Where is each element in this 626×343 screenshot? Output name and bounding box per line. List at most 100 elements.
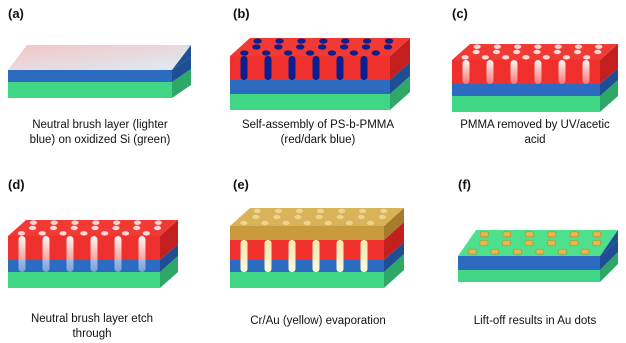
au-dot — [547, 231, 557, 238]
gold-dot — [357, 214, 365, 220]
pmma-cylinder-top — [252, 44, 261, 50]
pore-opening — [71, 220, 79, 225]
pmma-cylinders-front — [240, 56, 368, 80]
panel-label-f: (f) — [458, 177, 471, 192]
gold-pillar — [288, 240, 296, 272]
stack-c — [452, 44, 618, 112]
pore-opening — [473, 44, 481, 49]
au-dot — [467, 248, 477, 255]
pore-opening — [502, 55, 510, 60]
au-dot — [525, 231, 534, 238]
gold-dot — [261, 220, 269, 226]
caption-a-line-2: blue) on oxidized Si (green) — [30, 134, 171, 146]
gold-pillars-front — [240, 240, 368, 272]
pore — [462, 60, 470, 84]
caption-e-line-1: Cr/Au (yellow) evaporation — [250, 315, 386, 327]
panel-d: (d) Neutral brush layer etch through — [8, 177, 178, 340]
etched-pore — [18, 236, 26, 272]
pore-opening — [533, 49, 541, 55]
caption-d-line-1: Neutral brush layer etch — [31, 313, 153, 325]
pmma-cylinder-top — [262, 50, 271, 56]
pore-opening — [583, 55, 591, 60]
gold-dot — [282, 220, 290, 226]
au-dot — [558, 248, 567, 255]
pmma-cylinder-top — [327, 50, 337, 56]
pore-opening — [461, 55, 469, 60]
pore-opening — [574, 44, 583, 49]
pore-openings — [461, 44, 603, 60]
au-dot — [524, 240, 534, 246]
etched-pores-front — [18, 236, 146, 272]
pore-opening — [38, 231, 46, 236]
pmma-cylinder-top — [296, 44, 305, 50]
pmma-cylinder-top — [274, 44, 283, 50]
caption-d-line-2: through — [72, 328, 111, 340]
gold-dot — [295, 208, 304, 214]
pmma-cylinder-top — [283, 50, 293, 56]
gold-dots-top — [240, 208, 388, 226]
pmma-cylinder-top — [275, 38, 284, 44]
pore-opening — [573, 49, 582, 55]
pore-opening — [542, 55, 550, 60]
pore-opening — [91, 225, 99, 231]
pore-opening — [92, 220, 100, 225]
stack-a — [8, 45, 191, 98]
gold-pillar — [312, 240, 320, 272]
gold-dot — [315, 214, 323, 220]
pore-opening — [493, 44, 502, 49]
gold-dot — [378, 214, 386, 220]
pore-opening — [101, 231, 109, 236]
gold-dot — [240, 220, 248, 226]
pmma-cylinder — [240, 56, 248, 80]
pore — [486, 60, 494, 84]
panel-a: (a) Neutral brush layer (lighter blue) o… — [8, 6, 191, 146]
pore-opening — [133, 225, 141, 231]
gold-pillar — [240, 240, 248, 272]
panel-label-c: (c) — [452, 6, 468, 21]
au-dot — [513, 248, 522, 255]
pore-opening — [50, 220, 58, 225]
pore-opening — [154, 220, 162, 225]
pore-opening — [49, 225, 58, 231]
pmma-cylinder-top — [363, 38, 372, 44]
gold-dot — [337, 208, 346, 214]
pore — [558, 60, 566, 84]
au-dot — [592, 240, 601, 246]
pore — [534, 60, 542, 84]
gold-dot — [345, 220, 353, 226]
gold-dot — [366, 220, 375, 226]
gold-dot — [380, 208, 388, 214]
pore-opening — [562, 55, 571, 60]
pmma-cylinder-top — [317, 44, 327, 50]
gold-dot — [303, 220, 311, 226]
au-dots — [467, 231, 602, 255]
etched-pore — [114, 236, 122, 272]
gold-dot — [294, 214, 302, 220]
au-dot — [490, 248, 500, 255]
caption-b-line-1: Self-assembly of PS-b-PMMA — [242, 119, 394, 131]
caption-a-line-1: Neutral brush layer (lighter — [32, 119, 168, 131]
pore-opening — [112, 225, 120, 231]
pore-opening — [472, 49, 480, 55]
panel-b: (b) Self-assembly of PS-b-PMMA (red/dark… — [230, 6, 410, 146]
au-dot — [535, 248, 545, 255]
gold-dot — [336, 214, 344, 220]
pore-opening — [534, 44, 542, 49]
au-dot — [592, 231, 602, 238]
gold-pillar — [360, 240, 368, 272]
etched-pore — [42, 236, 50, 272]
pmma-cylinder-top — [349, 50, 359, 56]
pore-opening — [17, 231, 26, 236]
stack-f — [458, 230, 618, 282]
gold-dot — [253, 208, 261, 214]
pore-opening — [133, 220, 142, 225]
etched-pore — [66, 236, 74, 272]
pore-opening — [595, 44, 603, 49]
panel-f: (f) Lift-off results in Au dots — [458, 177, 618, 327]
pore-opening — [113, 220, 121, 225]
caption-c-line-2: acid — [524, 134, 545, 146]
pmma-cylinder — [264, 56, 272, 80]
pmma-cylinder-top — [383, 44, 393, 50]
panel-label-b: (b) — [233, 6, 250, 21]
